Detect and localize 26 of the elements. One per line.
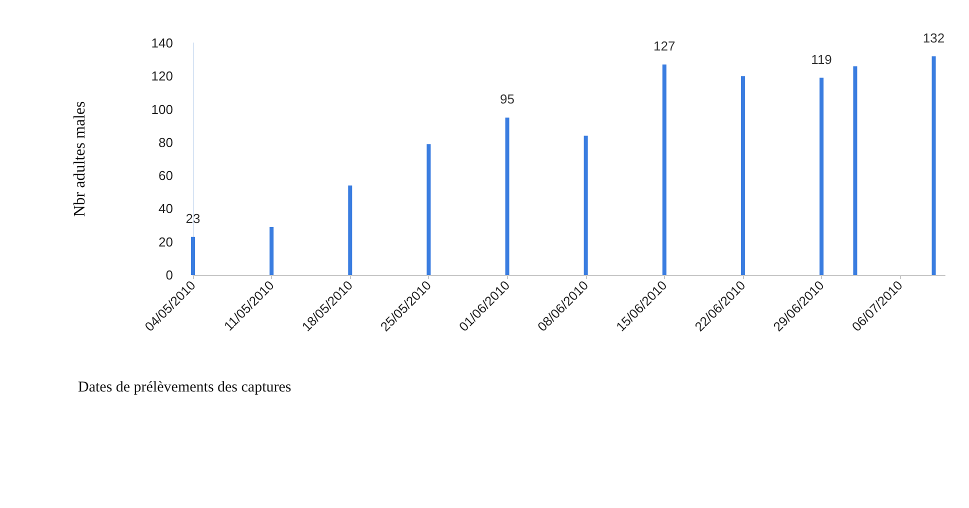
bar — [505, 118, 510, 275]
y-tick-label: 100 — [151, 102, 173, 117]
y-tick-label: 80 — [158, 134, 173, 150]
bar — [740, 76, 745, 275]
bar — [348, 186, 352, 275]
data-label: 95 — [500, 92, 515, 107]
y-tick-label: 40 — [158, 201, 173, 216]
y-tick-label: 20 — [158, 234, 173, 250]
bar — [191, 236, 195, 275]
bar — [932, 56, 936, 275]
bar — [662, 64, 666, 275]
data-label: 127 — [654, 38, 676, 54]
bar — [820, 78, 824, 275]
x-axis-title: Dates de prélèvements des captures — [78, 380, 292, 396]
bar — [426, 144, 431, 275]
data-label: 119 — [811, 52, 832, 67]
y-tick-label: 0 — [166, 268, 173, 282]
bar — [853, 66, 858, 275]
y-axis-title: Nbr adultes males — [72, 101, 88, 217]
y-tick-label: 120 — [151, 68, 173, 84]
y-tick-label: 60 — [158, 168, 173, 184]
y-tick-label: 140 — [151, 36, 173, 50]
data-label: 23 — [186, 210, 200, 226]
bar — [584, 136, 588, 275]
data-label: 132 — [922, 30, 945, 46]
bar — [270, 226, 274, 275]
